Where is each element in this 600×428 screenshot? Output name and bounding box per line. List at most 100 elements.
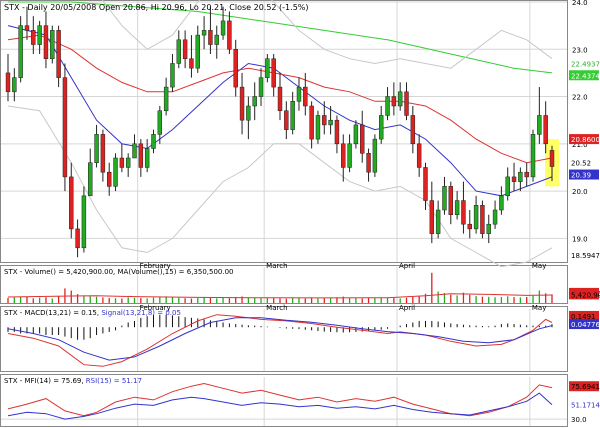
- overlay-bands: [7, 105, 553, 268]
- candle-body: [461, 200, 466, 225]
- candle-body: [499, 195, 504, 211]
- candle-body: [119, 157, 125, 168]
- candle-body: [416, 143, 422, 168]
- candle-body: [144, 148, 150, 168]
- axis-badge-label: 0.1491: [571, 313, 596, 321]
- axis-badge: [569, 249, 599, 260]
- candle-body: [208, 30, 213, 45]
- candle-body: [176, 39, 182, 64]
- candle-body: [543, 115, 548, 145]
- candle-body: [233, 49, 238, 88]
- candle-body: [50, 30, 55, 59]
- month-label: April: [399, 262, 415, 270]
- axis-badge-label: 20.39: [571, 172, 591, 180]
- candle-body: [265, 58, 270, 78]
- axis-badge: [569, 319, 599, 330]
- macd-signal-line: [7, 317, 553, 361]
- candle-body: [486, 223, 491, 234]
- candle-body: [378, 115, 384, 140]
- macd-header-signal: Signal(13,21,8) = 0.05: [101, 309, 181, 317]
- axis-badge-label: 0.047763: [571, 321, 600, 329]
- overlay-ma_fast: [7, 25, 553, 197]
- right-axis: 24.0 23.0 22.0 21.0 20.0 19.0 22.4937 22.4374 20…: [569, 0, 600, 425]
- axis-badge: [569, 381, 599, 392]
- candle-body: [423, 167, 428, 201]
- candle-body: [480, 205, 485, 234]
- candle-body: [360, 124, 365, 154]
- mfi-series: [7, 382, 553, 420]
- candle-body: [62, 77, 68, 178]
- mfi-panel: [0, 374, 568, 427]
- candle-body: [94, 134, 99, 163]
- candle-body: [5, 72, 11, 93]
- candle-body: [220, 20, 226, 36]
- candle-body: [303, 86, 308, 107]
- overlay-ma_mid: [7, 34, 553, 164]
- volume-ma-line: [7, 293, 553, 299]
- price-tick-label: 24.0: [572, 0, 588, 7]
- overlay-bands: [101, 0, 553, 69]
- axis-badge: [569, 169, 599, 180]
- candle-body: [125, 157, 131, 168]
- candle-body: [435, 209, 441, 234]
- candle-body: [341, 143, 346, 168]
- volume-header: STX - Volume() = 5,420,900.00, MA(Volume…: [4, 268, 234, 276]
- month-label-volume: March: [266, 304, 287, 312]
- volume-panel: [0, 265, 568, 304]
- axis-badge-label: 22.4937: [571, 60, 600, 68]
- candle-body: [100, 134, 106, 173]
- candle-body: [309, 105, 314, 140]
- candle-body: [473, 205, 479, 230]
- candle-body: [391, 96, 397, 107]
- macd-series: [7, 314, 553, 367]
- axis-badge-label: 20.52: [571, 160, 591, 168]
- macd-line: [7, 314, 553, 367]
- candle-body: [454, 200, 460, 215]
- candle-body: [88, 162, 93, 197]
- axis-badge: [569, 310, 599, 321]
- axis-badge: [569, 70, 599, 81]
- macd-header-prefix: STX - MACD(13,21) = 0.15,: [4, 309, 101, 317]
- candle-body: [429, 200, 435, 234]
- axis-badge: [569, 134, 599, 145]
- candle-body: [537, 115, 542, 135]
- candle-body: [43, 25, 49, 59]
- candle-body: [69, 176, 74, 230]
- axis-badge: [569, 399, 599, 410]
- candle-body: [75, 228, 80, 249]
- axis-badge-label: 5,420,900: [571, 291, 600, 299]
- candle-body: [189, 58, 194, 69]
- price-tick-label: 21.0: [572, 141, 588, 149]
- candle-body: [106, 171, 112, 187]
- candle-body: [442, 186, 447, 211]
- price-tick-label: 23.0: [572, 46, 588, 54]
- candle-body: [296, 86, 302, 102]
- candle-body: [258, 77, 264, 97]
- axis-badge-label: 20.8600: [571, 136, 600, 144]
- candle-body: [113, 157, 118, 187]
- price-panel: [0, 0, 568, 263]
- volume-series: [7, 272, 553, 303]
- candle-body: [372, 138, 378, 173]
- axis-badge: [569, 58, 599, 69]
- candle-body: [530, 134, 536, 178]
- candle-body: [31, 30, 36, 45]
- overlay-ma_slow: [8, 1, 553, 74]
- price-tick-label: 20.0: [572, 188, 588, 196]
- month-label-volume: February: [140, 304, 171, 312]
- candle-body: [12, 77, 17, 93]
- month-labels: February February March March April April May M…: [140, 262, 547, 312]
- rsi-line: [7, 392, 553, 420]
- macd-header: STX - MACD(13,21) = 0.15, Signal(13,21,8…: [4, 309, 181, 317]
- axis-badge-label: 75.6941: [571, 383, 600, 391]
- candle-body: [18, 25, 23, 78]
- price-tick-label: 19.0: [572, 235, 588, 243]
- price-series: [5, 0, 559, 268]
- axis-badge: [569, 157, 599, 168]
- candle-body: [277, 86, 283, 111]
- month-label-volume: April: [399, 304, 415, 312]
- candle-body: [252, 96, 257, 107]
- candle-body: [492, 209, 498, 225]
- candle-body: [163, 86, 169, 111]
- month-label-volume: May: [532, 304, 546, 312]
